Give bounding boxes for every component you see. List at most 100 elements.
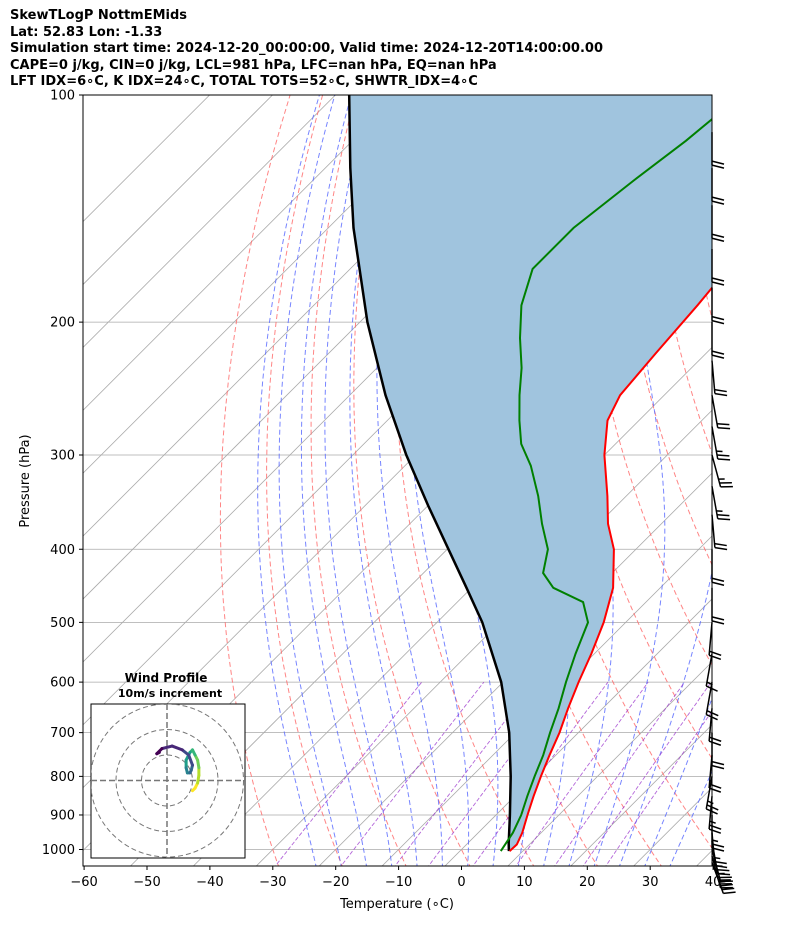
wind-barb-flag (711, 354, 725, 359)
wind-barb-flag (711, 233, 725, 238)
y-tick-label: 500 (50, 616, 75, 631)
dry-adiabat-line (614, 95, 712, 566)
wind-barb-flag (714, 546, 728, 551)
plot-frame (82, 94, 713, 867)
y-tick-label: 600 (50, 676, 75, 691)
y-tick-label: 300 (50, 448, 75, 463)
wind-barb (711, 855, 733, 889)
wind-barb-flag (716, 514, 730, 517)
chart-title: SkewTLogP NottmEMids (10, 8, 188, 23)
dry-adiabat-line (714, 95, 794, 869)
wind-barb-flag (711, 281, 725, 286)
cape-text: CAPE=0 j/kg, CIN=0 j/kg, LCL=981 hPa, LF… (10, 57, 497, 73)
x-tick-label: 40 (705, 875, 722, 890)
x-axis-label: Temperature (∘C) (339, 897, 454, 912)
dry-adiabat-line (310, 95, 407, 866)
moist-adiabat-line (644, 696, 712, 866)
dry-adiabat-line (266, 95, 343, 866)
wind-barb-flag (714, 392, 728, 397)
mixing-ratio-line (274, 681, 423, 866)
wind-barb-flag (709, 783, 722, 789)
wind-barb-flag (708, 654, 722, 660)
wind-barb-flag (711, 350, 725, 355)
wind-barb (711, 168, 725, 205)
hodograph-subtitle: 10m/s increment (118, 687, 222, 700)
profile-layer (347, 95, 712, 852)
x-tick-label: −10 (385, 875, 412, 890)
wind-barb-flag (717, 458, 731, 461)
mixing-ratio-line (605, 710, 712, 866)
wind-barb-flag (711, 319, 725, 325)
wind-barb-flag (711, 277, 725, 282)
y-tick-label: 700 (50, 726, 75, 741)
hodograph-segment (155, 750, 161, 756)
dry-adiabat-line (219, 95, 291, 866)
hodograph-segment (160, 744, 174, 751)
hodograph-segment (170, 744, 184, 752)
wind-barb-shaft (711, 395, 719, 428)
wind-barb (711, 287, 725, 325)
wind-barb-shaft (711, 855, 722, 889)
wind-barb-flag (708, 828, 722, 834)
isotherm-line (757, 78, 794, 868)
time-text: Simulation start time: 2024-12-20_00:00:… (10, 41, 603, 57)
hodograph: Wind Profile 10m/s increment (90, 671, 246, 859)
x-tick-label: −20 (322, 875, 349, 890)
wind-barb-flag (723, 891, 736, 895)
wind-barb-flag (717, 426, 731, 430)
dry-adiabat-line (647, 95, 712, 455)
dry-adiabat-line (353, 95, 471, 866)
y-tick-label: 100 (50, 89, 75, 104)
wind-barb-flag (716, 454, 730, 457)
wind-barb (711, 587, 725, 625)
wind-barb-flag (711, 160, 725, 165)
location-text: Lat: 52.83 Lon: -1.33 (10, 24, 163, 40)
wind-barb-flag (706, 804, 719, 811)
x-tick-label: 10 (516, 875, 533, 890)
x-tick-label: −50 (133, 875, 160, 890)
y-tick-label: 200 (50, 316, 75, 331)
mixing-ratio-line (554, 681, 685, 866)
wind-barb-flag (714, 542, 727, 547)
wind-barb-flag (711, 196, 725, 201)
mixing-ratio-line (394, 681, 536, 866)
wind-barb-flag (717, 517, 731, 521)
isotherm-line (83, 95, 274, 286)
wind-barb-flag (711, 764, 725, 770)
wind-barb-flag (714, 388, 727, 393)
moist-adiabat-line (593, 95, 666, 866)
moist-adiabat-line (349, 95, 418, 866)
moist-adiabat-line (300, 95, 368, 866)
x-tick-label: 30 (642, 875, 659, 890)
isotherm-line (83, 95, 462, 474)
dry-adiabat-line (746, 95, 794, 869)
dewpoint-profile-line (499, 117, 712, 852)
wind-barb-shaft (711, 486, 719, 519)
dry-adiabat-line (779, 95, 794, 869)
isotherm-line (83, 95, 211, 223)
hodograph-title: Wind Profile (125, 671, 208, 685)
moist-adiabat-line (324, 95, 393, 866)
cape-fill-area (349, 95, 712, 852)
wind-barb (711, 132, 725, 169)
wind-barb-flag (717, 872, 731, 876)
wind-barb-flag (711, 315, 725, 321)
wind-barb (711, 454, 733, 488)
wind-barb (711, 360, 728, 397)
x-tick-label: 0 (457, 875, 465, 890)
wind-barb-flag (714, 860, 727, 865)
wind-barb-flag (709, 824, 722, 830)
axes: −60 −50 −40 −30 −20 −10 0 10 20 30 40 100 200 300 400 5… (42, 89, 721, 891)
wind-barb-flag (709, 736, 722, 742)
wind-barb-shaft (705, 653, 713, 687)
wind-barb-flag (708, 787, 722, 793)
y-axis-label: Pressure (hPa) (18, 434, 33, 527)
wind-barb-flag (711, 581, 725, 586)
wind-barb-flag (711, 620, 725, 625)
isotherm-line (83, 95, 336, 348)
wind-barb-flag (721, 887, 735, 891)
y-tick-label: 900 (50, 808, 75, 823)
wind-barb-flag (716, 869, 730, 872)
temperature-profile-line (508, 286, 712, 852)
moist-adiabat-line (278, 95, 342, 866)
